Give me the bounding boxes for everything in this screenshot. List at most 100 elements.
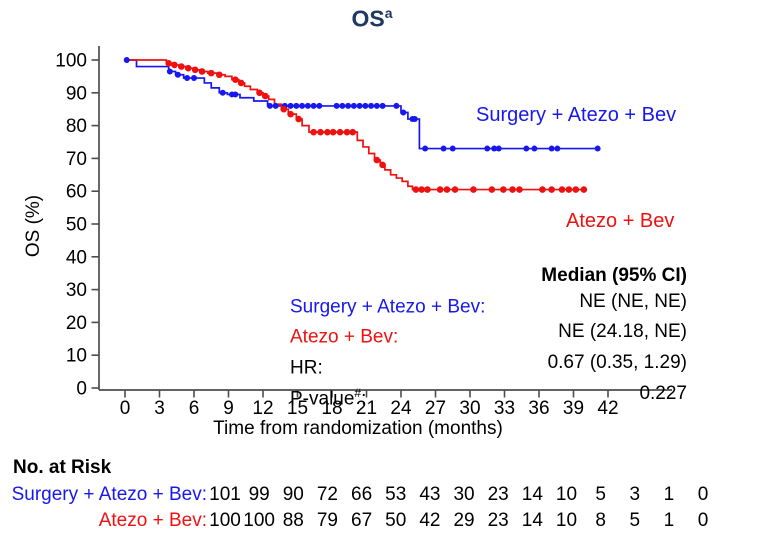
x-tick-label: 21 — [356, 398, 377, 419]
censor-mark-0 — [191, 75, 197, 82]
censor-mark-0 — [548, 145, 555, 152]
censor-mark-1 — [539, 186, 546, 193]
censor-mark-0 — [304, 102, 311, 109]
censor-mark-0 — [362, 102, 369, 109]
censor-mark-1 — [336, 128, 344, 136]
censor-mark-1 — [171, 61, 178, 69]
censor-mark-0 — [373, 102, 380, 109]
censor-mark-1 — [178, 63, 185, 70]
risk-value: 8 — [595, 510, 606, 531]
y-tick-label: 0 — [76, 379, 87, 400]
stats-row-p-value: P-value#: 0.227 — [290, 381, 687, 412]
stats-row-label: HR: — [290, 357, 323, 379]
censor-mark-0 — [339, 102, 346, 109]
risk-row-label-surgery-atezo-bev: Surgery + Atezo + Bev: — [11, 484, 207, 505]
risk-value: 66 — [351, 484, 373, 505]
risk-value: 14 — [521, 510, 543, 531]
censor-mark-1 — [500, 186, 507, 193]
title-text: OS — [351, 5, 385, 32]
censor-mark-0 — [174, 71, 181, 78]
title-superscript: a — [384, 5, 393, 21]
censor-mark-0 — [393, 102, 400, 109]
censor-mark-1 — [256, 89, 263, 97]
censor-mark-0 — [440, 145, 447, 152]
censor-mark-1 — [451, 186, 459, 193]
risk-value: 0 — [697, 510, 709, 531]
stats-row-label: P-value#: — [290, 385, 367, 410]
censor-mark-1 — [565, 186, 573, 193]
page-title: OSa — [0, 5, 744, 33]
censor-mark-0 — [491, 145, 498, 152]
censor-mark-1 — [548, 186, 555, 193]
stats-row-value: 0.67 (0.35, 1.29) — [547, 352, 687, 374]
stats-row-surgery-arm: Surgery + Atezo + Bev: NE (NE, NE) — [290, 289, 687, 320]
risk-value: 29 — [453, 510, 475, 531]
x-tick-label: 24 — [390, 398, 412, 419]
x-axis-title: Time from randomization (months) — [213, 418, 503, 439]
risk-value: 14 — [521, 484, 543, 505]
censor-mark-0 — [523, 145, 530, 152]
censor-mark-0 — [495, 145, 502, 152]
censor-mark-0 — [293, 102, 300, 109]
risk-value: 3 — [629, 484, 641, 505]
risk-value: 43 — [419, 484, 441, 505]
censor-mark-1 — [317, 128, 324, 136]
risk-value: 5 — [629, 510, 641, 531]
y-tick-label: 100 — [55, 51, 87, 72]
censor-mark-0 — [123, 57, 130, 63]
y-axis-title: OS (%) — [23, 194, 44, 258]
censor-mark-0 — [531, 145, 538, 152]
censor-mark-1 — [373, 156, 381, 164]
censor-mark-0 — [422, 145, 429, 152]
stats-row-label: Surgery + Atezo + Bev: — [290, 295, 486, 317]
risk-value: 1 — [663, 510, 675, 531]
censor-mark-0 — [310, 102, 317, 109]
censor-mark-1 — [191, 66, 199, 74]
x-tick-label: 9 — [223, 398, 234, 419]
risk-value: 0 — [697, 484, 709, 505]
censor-mark-0 — [356, 102, 363, 109]
risk-value: 1 — [663, 484, 675, 505]
x-tick-label: 15 — [287, 398, 308, 419]
x-tick-label: 39 — [563, 398, 584, 419]
x-tick-label: 0 — [120, 398, 131, 419]
censor-mark-1 — [343, 128, 351, 136]
censor-mark-0 — [554, 145, 561, 152]
censor-mark-1 — [580, 186, 588, 193]
risk-value: 72 — [316, 484, 339, 505]
risk-value: 30 — [453, 484, 475, 505]
risk-value: 5 — [595, 484, 606, 505]
censor-mark-0 — [411, 116, 418, 123]
y-tick-label: 70 — [66, 149, 87, 170]
x-tick-label: 27 — [425, 398, 446, 419]
risk-value: 23 — [487, 484, 509, 505]
censor-mark-0 — [379, 102, 386, 109]
risk-value: 101 — [209, 484, 241, 505]
censor-mark-1 — [165, 59, 172, 67]
risk-value: 79 — [316, 510, 339, 531]
y-tick-label: 30 — [66, 280, 87, 301]
censor-mark-1 — [572, 186, 580, 193]
risk-value: 100 — [243, 510, 275, 531]
censor-mark-0 — [166, 68, 173, 75]
risk-value: 99 — [248, 484, 270, 505]
y-tick-label: 40 — [66, 247, 87, 268]
stats-row-value: NE (NE, NE) — [579, 290, 687, 312]
stats-block: Median (95% CI) Surgery + Atezo + Bev: N… — [290, 263, 687, 412]
censor-mark-1 — [216, 71, 223, 79]
censor-mark-0 — [400, 109, 407, 116]
censor-mark-0 — [350, 102, 357, 109]
risk-value: 50 — [385, 510, 407, 531]
x-tick-label: 30 — [459, 398, 480, 419]
censor-mark-0 — [184, 75, 191, 82]
censor-mark-0 — [345, 102, 352, 109]
censor-mark-1 — [379, 161, 386, 169]
stats-row-atezo-arm: Atezo + Bev: NE (24.18, NE) — [290, 319, 687, 350]
y-tick-label: 90 — [66, 83, 87, 104]
risk-value: 10 — [555, 484, 578, 505]
stats-row-value: 0.227 — [639, 382, 687, 404]
curve-label-atezo-bev: Atezo + Bev — [566, 210, 675, 232]
x-tick-label: 18 — [321, 398, 342, 419]
x-tick-label: 36 — [528, 398, 549, 419]
